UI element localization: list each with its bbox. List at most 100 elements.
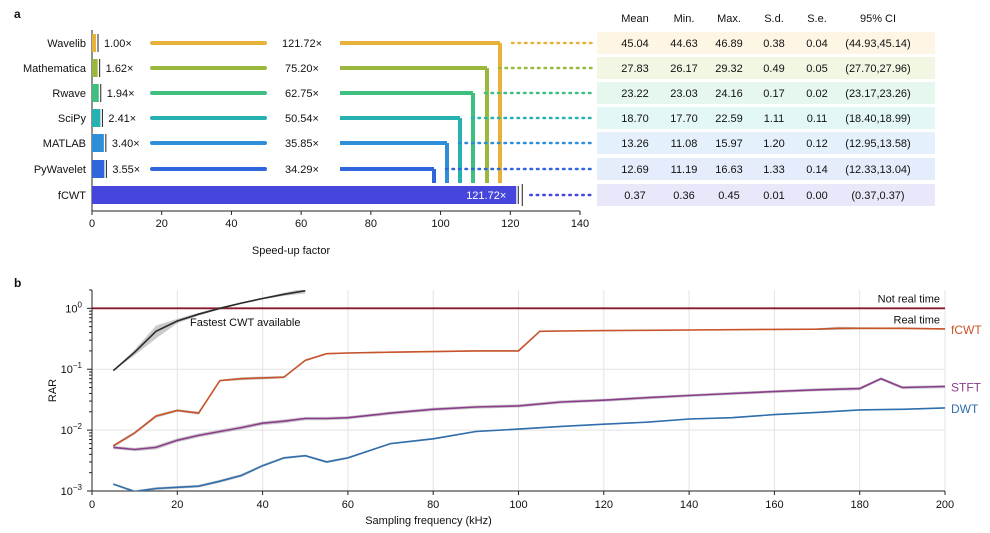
series-group xyxy=(112,290,945,491)
table-cell: 0.04 xyxy=(806,38,827,50)
series-band-fastest xyxy=(113,290,306,371)
table-cell: (44.93,45.14) xyxy=(845,38,910,50)
category-label: Wavelib xyxy=(47,38,86,50)
table-cell: 46.89 xyxy=(715,38,743,50)
ratio-label: 62.75× xyxy=(285,88,319,100)
table-cell: 0.17 xyxy=(763,88,784,100)
table-cell: 0.05 xyxy=(806,63,827,75)
table-cell: 0.45 xyxy=(718,190,739,202)
y-tick-base: 10 xyxy=(61,364,73,376)
ratio-label: 75.20× xyxy=(285,63,319,75)
y-tick-exponent: −2 xyxy=(73,422,83,431)
table-cell: 27.83 xyxy=(621,63,649,75)
bar xyxy=(92,34,96,52)
table-cell: 1.11 xyxy=(764,113,785,125)
table-cell: (12.95,13.58) xyxy=(845,138,910,150)
table-cell: 1.33 xyxy=(763,164,784,176)
series-line-stft xyxy=(113,377,945,451)
series-band-dwt xyxy=(113,407,945,491)
y-axis-title-b: RAR xyxy=(47,379,59,402)
series-line-fcwt xyxy=(112,327,945,447)
table-cell: 22.59 xyxy=(715,113,743,125)
value-label-fcwt: 121.72× xyxy=(466,190,506,202)
bar xyxy=(92,160,105,178)
x-tick-label-a: 0 xyxy=(89,218,95,230)
category-label: Rwave xyxy=(52,88,86,100)
bar xyxy=(92,84,99,102)
table-cell: 0.37 xyxy=(624,190,645,202)
bar xyxy=(92,59,98,77)
table-row-background xyxy=(597,32,935,54)
y-tick-label: 10−2 xyxy=(61,422,83,437)
not-real-time-label: Not real time xyxy=(878,293,940,305)
x-tick-label-a: 120 xyxy=(501,218,519,230)
x-tick-label-b: 200 xyxy=(936,499,954,511)
table-cell: 0.00 xyxy=(806,190,827,202)
table-cell: (18.40,18.99) xyxy=(845,113,910,125)
x-tick-label-b: 80 xyxy=(427,499,439,511)
bar xyxy=(92,109,101,127)
table-cell: 23.03 xyxy=(670,88,698,100)
table-cell: 0.36 xyxy=(673,190,694,202)
category-label: MATLAB xyxy=(43,138,86,150)
value-label: 3.40× xyxy=(112,138,140,150)
value-label: 3.55× xyxy=(112,164,140,176)
x-tick-label-b: 160 xyxy=(765,499,783,511)
table-header: 95% CI xyxy=(860,13,896,25)
x-tick-label-b: 60 xyxy=(342,499,354,511)
series-line-fastest xyxy=(112,290,306,372)
bar-fcwt xyxy=(92,186,517,204)
x-tick-label-a: 80 xyxy=(365,218,377,230)
series-line-dwt xyxy=(113,407,945,491)
table-cell: 12.69 xyxy=(621,164,649,176)
table-cell: 15.97 xyxy=(715,138,743,150)
table-header: Mean xyxy=(621,13,649,25)
real-time-label: Real time xyxy=(894,314,940,326)
y-tick-label: 10−3 xyxy=(61,483,83,498)
ratio-label: 121.72× xyxy=(282,38,322,50)
x-tick-label-b: 140 xyxy=(680,499,698,511)
x-axis-title-a: Speed-up factor xyxy=(252,245,331,257)
series-label-dwt: DWT xyxy=(951,402,979,416)
x-tick-label-b: 120 xyxy=(595,499,613,511)
table-row-background xyxy=(597,82,935,104)
series-label-fcwt: fCWT xyxy=(951,323,982,337)
category-label: SciPy xyxy=(58,113,87,125)
table-cell: 26.17 xyxy=(670,63,698,75)
x-tick-label-a: 140 xyxy=(571,218,589,230)
panel-a-label: a xyxy=(14,7,21,21)
table-cell: 0.12 xyxy=(806,138,827,150)
x-tick-label-a: 100 xyxy=(431,218,449,230)
series-band-stft xyxy=(113,377,945,452)
table-cell: 1.20 xyxy=(763,138,784,150)
table-cell: (23.17,23.26) xyxy=(845,88,910,100)
y-tick-label: 100 xyxy=(65,300,82,315)
table-cell: 13.26 xyxy=(621,138,649,150)
table-cell: 11.19 xyxy=(671,164,698,176)
panel-b-label: b xyxy=(14,276,21,290)
table-cell: 45.04 xyxy=(621,38,649,50)
table-cell: 11.08 xyxy=(671,138,698,150)
y-tick-exponent: −3 xyxy=(73,483,83,492)
value-label: 2.41× xyxy=(108,113,136,125)
table-row-background xyxy=(597,132,935,154)
category-label: PyWavelet xyxy=(34,164,86,176)
value-label: 1.00× xyxy=(104,38,132,50)
y-tick-exponent: −1 xyxy=(73,361,83,370)
table-header: Min. xyxy=(674,13,695,25)
fastest-cwt-annotation: Fastest CWT available xyxy=(190,317,300,329)
y-tick-base: 10 xyxy=(65,303,77,315)
x-axis-title-b: Sampling frequency (kHz) xyxy=(365,515,492,527)
ratio-label: 50.54× xyxy=(285,113,319,125)
panel-a: a 0 20 40 60 80 100 120 140 Speed-up factor Waveli… xyxy=(14,7,935,257)
table-header: Max. xyxy=(717,13,741,25)
category-label: fCWT xyxy=(58,190,86,202)
table-cell: 0.38 xyxy=(763,38,784,50)
table-cell: 18.70 xyxy=(621,113,649,125)
x-tick-label-a: 40 xyxy=(225,218,237,230)
value-label: 1.62× xyxy=(106,63,134,75)
y-tick-label: 10−1 xyxy=(61,361,83,376)
x-tick-label-a: 60 xyxy=(295,218,307,230)
